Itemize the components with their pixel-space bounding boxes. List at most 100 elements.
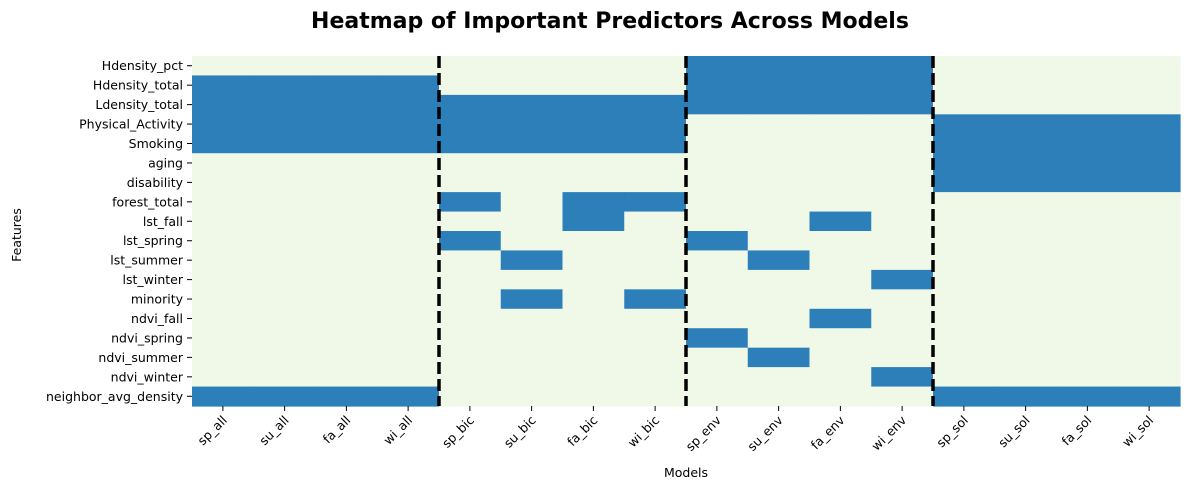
heatmap-cell [377,211,440,232]
heatmap-cell [253,94,317,115]
heatmap-cell [1056,75,1119,96]
heatmap-cell [809,308,872,329]
y-tick-label: Hdensity_total [93,78,183,93]
x-tick-label: wi_env [868,412,909,453]
heatmap-cell [933,289,996,310]
heatmap-cell [747,133,811,154]
heatmap-cell [1056,386,1119,407]
heatmap-cell [315,153,378,174]
y-tick-label: Hdensity_pct [102,58,183,73]
heatmap-cell [500,250,564,271]
heatmap-cell [562,211,625,232]
heatmap-cell [377,75,440,96]
heatmap-cell [439,211,502,232]
heatmap-cell [747,56,811,77]
heatmap-cells [192,56,1181,407]
heatmap-cell [686,211,749,232]
heatmap-cell [747,172,811,193]
heatmap-cell [1056,114,1119,135]
heatmap-cell [871,94,934,115]
heatmap-cell [562,56,625,77]
heatmap-cell [315,114,378,135]
heatmap-cell [994,250,1058,271]
heatmap-cell [624,347,687,368]
heatmap-cell [439,153,502,174]
heatmap-cell [624,386,687,407]
heatmap-cell [1056,133,1119,154]
heatmap-cell [747,94,811,115]
heatmap-cell [253,172,317,193]
heatmap-cell [562,328,625,349]
heatmap-cell [562,250,625,271]
heatmap-cell [747,328,811,349]
heatmap-cell [192,289,255,310]
heatmap-cell [871,114,934,135]
heatmap-cell [871,347,934,368]
heatmap-cell [624,269,687,290]
x-tick-label: sp_sol [933,413,971,451]
heatmap-cell [377,114,440,135]
heatmap-cell [871,231,934,252]
heatmap-cell [747,347,811,368]
heatmap-cell [192,328,255,349]
x-tick-label: su_bic [501,412,539,450]
heatmap-cell [253,211,317,232]
heatmap-cell [253,386,317,407]
heatmap-cell [747,367,811,388]
x-tick-label: sp_all [194,413,230,449]
heatmap-cell [377,153,440,174]
heatmap-cell [315,211,378,232]
y-axis-ticks: Hdensity_pct Hdensity_total Ldensity_total… [46,58,192,404]
y-tick-label: minority [131,292,184,307]
heatmap-cell [500,231,564,252]
y-tick-label: ndvi_summer [98,350,183,365]
heatmap-cell [809,192,872,213]
heatmap-cell [624,192,687,213]
x-tick-label: fa_env [808,412,848,452]
heatmap-cell [686,231,749,252]
heatmap-cell [871,172,934,193]
heatmap-cell [994,386,1058,407]
heatmap-cell [439,75,502,96]
heatmap-cell [1118,308,1181,329]
heatmap-cell [747,75,811,96]
heatmap-cell [809,94,872,115]
group-separators [437,56,935,406]
heatmap-cell [686,269,749,290]
heatmap-cell [500,269,564,290]
heatmap-cell [253,367,317,388]
heatmap-cell [994,192,1058,213]
x-tick-label: wi_all [380,413,415,448]
heatmap-cell [994,153,1058,174]
heatmap-cell [439,367,502,388]
heatmap-cell [439,56,502,77]
x-axis-ticks: sp_all su_all fa_all wi_all sp_bic su_bic fa_b… [194,406,1156,454]
heatmap-cell [192,231,255,252]
heatmap-cell [253,308,317,329]
y-tick-label: forest_total [112,194,183,209]
heatmap-cell [192,347,255,368]
x-axis-label: Models [664,465,708,480]
heatmap-cell [624,289,687,310]
heatmap-cell [500,289,564,310]
heatmap-cell [994,114,1058,135]
heatmap-cell [871,328,934,349]
heatmap-cell [253,347,317,368]
heatmap-cell [933,75,996,96]
heatmap-cell [624,308,687,329]
heatmap-cell [1056,192,1119,213]
heatmap-cell [809,211,872,232]
heatmap-cell [500,153,564,174]
heatmap-cell [624,172,687,193]
heatmap-cell [1118,114,1181,135]
heatmap-cell [1056,250,1119,271]
heatmap-cell [315,347,378,368]
heatmap-cell [439,250,502,271]
heatmap-cell [315,386,378,407]
heatmap-cell [686,192,749,213]
heatmap-cell [1118,153,1181,174]
heatmap-cell [747,153,811,174]
heatmap-cell [809,367,872,388]
heatmap-cell [994,328,1058,349]
heatmap-cell [1118,367,1181,388]
